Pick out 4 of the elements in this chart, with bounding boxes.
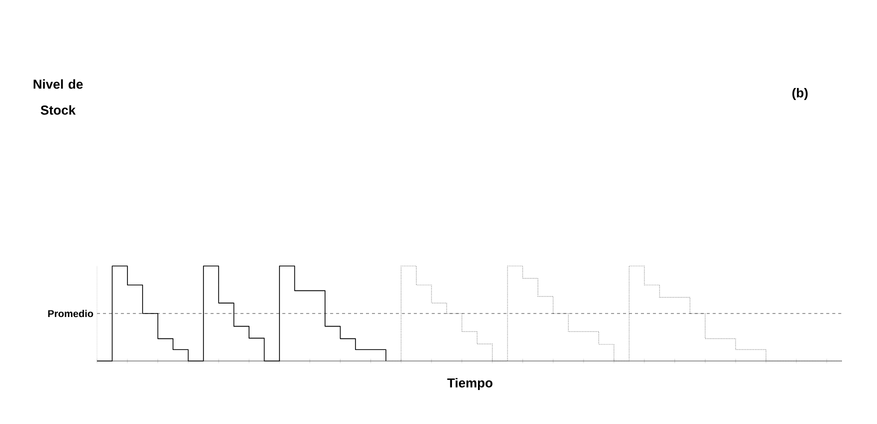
x-axis-title: Tiempo xyxy=(447,378,492,390)
text: (b) xyxy=(792,88,808,100)
text: Nivel de Stock xyxy=(34,79,83,115)
ref-line-label: Promedio xyxy=(48,310,94,318)
